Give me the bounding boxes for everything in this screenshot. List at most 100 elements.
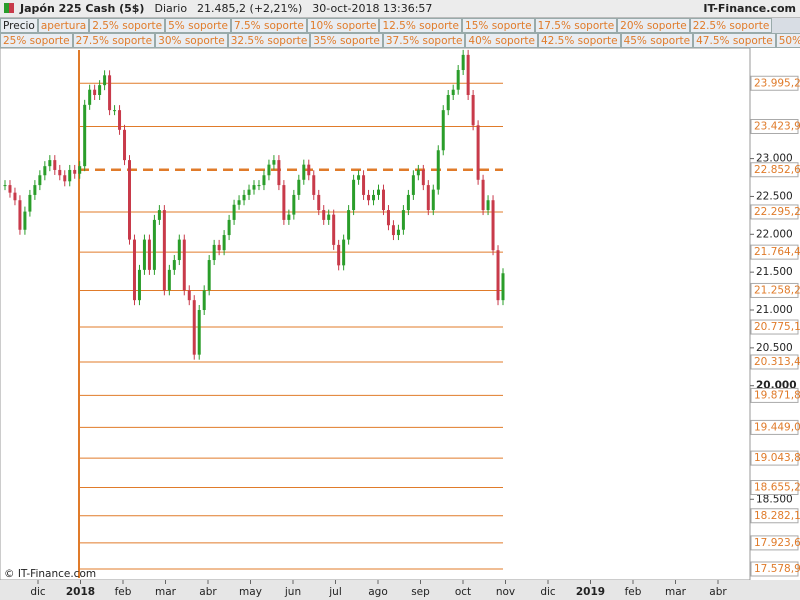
- candle: [386, 210, 390, 226]
- candle: [18, 200, 22, 230]
- x-tick-label: oct: [455, 586, 471, 598]
- level-label-box: [750, 561, 799, 577]
- legend-row: 25% soporte 27.5% soporte 30% soporte 32.5%…: [0, 33, 800, 48]
- candle: [93, 89, 97, 96]
- period: Diario: [154, 2, 188, 15]
- chart: © IT-Finance.com 23.000 22.500 22.000 21.50…: [0, 48, 800, 600]
- candle: [157, 210, 161, 220]
- candle: [347, 210, 351, 240]
- candle: [307, 164, 311, 176]
- candle: [88, 89, 92, 105]
- legend-item: 25% soporte: [0, 33, 73, 48]
- candle: [237, 200, 241, 205]
- level-label-box: [750, 419, 799, 435]
- legend-item: 12.5% soporte: [379, 18, 463, 33]
- candle: [118, 110, 122, 130]
- x-tick-label: dic: [540, 586, 556, 598]
- level-label-box: [750, 354, 799, 370]
- level-label-box: [750, 282, 799, 298]
- quote: 21.485,2 (+2,21%): [197, 2, 303, 15]
- candle: [152, 219, 156, 270]
- level-label: 21.258,2: [754, 284, 800, 296]
- level-label-box: [750, 387, 799, 403]
- candle: [461, 54, 465, 71]
- candle: [128, 160, 131, 240]
- candle: [8, 185, 12, 193]
- level-label: 22.295,2: [754, 206, 800, 218]
- candle: [486, 200, 490, 211]
- candle: [123, 129, 127, 161]
- candle: [242, 194, 246, 201]
- level-label-box: [750, 75, 799, 91]
- level-label: 19.449,0: [754, 421, 800, 433]
- candle: [262, 175, 266, 186]
- legend-item: 45% soporte: [620, 33, 694, 48]
- legend-item: 40% soporte: [465, 33, 538, 48]
- candle: [372, 194, 376, 201]
- candle: [342, 239, 346, 266]
- legend-row: Precio apertura 2.5% soporte 5% soporte 7.5%…: [0, 18, 800, 33]
- candle: [33, 185, 37, 195]
- candle: [232, 204, 236, 220]
- candle: [471, 95, 475, 126]
- x-tick-label: jul: [328, 586, 342, 598]
- y-tick-label: 21.000: [756, 304, 793, 316]
- candle: [58, 169, 62, 176]
- candle: [282, 185, 286, 220]
- x-tick-label: mar: [665, 586, 687, 598]
- brand: IT-Finance.com: [703, 2, 796, 15]
- legend-item: 5% soporte: [165, 18, 231, 33]
- legend-item: 47.5% soporte: [693, 33, 776, 48]
- candle: [396, 229, 400, 236]
- candle: [113, 110, 117, 112]
- x-tick-label: 2018: [66, 586, 95, 598]
- legend-item: 50%: [775, 33, 800, 48]
- candle: [252, 185, 256, 190]
- candle: [162, 210, 166, 291]
- candle: [192, 300, 196, 355]
- candle: [202, 290, 206, 311]
- candle: [83, 104, 87, 167]
- candle: [48, 160, 52, 167]
- candle: [357, 175, 361, 180]
- candle: [277, 160, 281, 186]
- candle: [63, 175, 67, 182]
- candle: [441, 110, 445, 151]
- x-tick-label: 2019: [576, 586, 605, 598]
- level-label-box: [750, 204, 799, 220]
- level-label-box: [750, 119, 799, 135]
- level-label: 18.282,1: [754, 510, 800, 522]
- candle: [317, 194, 321, 211]
- candle: [267, 164, 271, 176]
- x-axis-band: [0, 580, 800, 600]
- legend-item: 2.5% soporte: [89, 18, 166, 33]
- level-label: 20.313,4: [754, 356, 800, 368]
- candle: [78, 166, 82, 174]
- level-label: 18.655,2: [754, 482, 800, 494]
- candle: [53, 160, 57, 170]
- y-tick-label: 22.500: [756, 190, 793, 202]
- candle: [421, 169, 425, 186]
- x-tick-label: nov: [496, 586, 515, 598]
- legend-item: 30% soporte: [155, 33, 228, 48]
- candle: [297, 179, 301, 195]
- legend-item: 37.5% soporte: [382, 33, 466, 48]
- candle: [227, 219, 231, 236]
- candle: [212, 244, 216, 261]
- candle: [68, 169, 72, 182]
- candle: [217, 244, 221, 251]
- title-bar: Japón 225 Cash (5$) Diario 21.485,2 (+2,21…: [0, 0, 800, 18]
- legend-item: Precio: [0, 18, 38, 33]
- candle: [272, 160, 276, 165]
- y-tick-label: 21.500: [756, 266, 793, 278]
- candle: [13, 192, 17, 201]
- candle: [287, 214, 291, 220]
- y-tick-label: 18.500: [756, 493, 793, 505]
- candle: [182, 239, 186, 291]
- candle: [172, 260, 176, 270]
- legend-item: 15% soporte: [462, 18, 535, 33]
- level-label-box: [750, 535, 799, 551]
- level-label: 19.871,8: [754, 389, 800, 401]
- candle: [142, 239, 146, 270]
